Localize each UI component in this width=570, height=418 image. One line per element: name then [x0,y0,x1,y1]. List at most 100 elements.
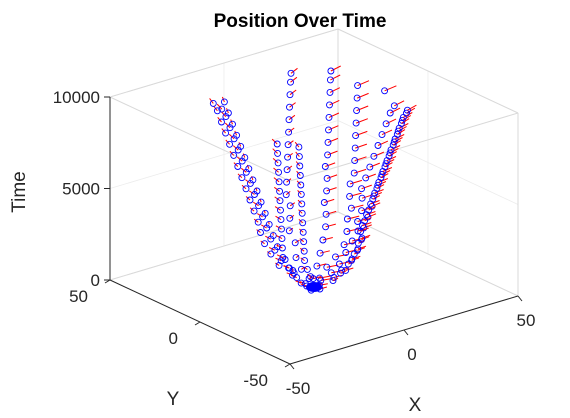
data-point [397,119,405,127]
data-point-group [324,137,339,146]
data-point-group [295,161,304,170]
quiver-arrow [366,211,376,216]
quiver-arrow [356,105,369,112]
quiver-arrow [335,254,348,258]
data-point-group [257,198,265,206]
data-point [295,153,303,161]
data-point-group [325,112,340,121]
grid-line-z-right [337,120,519,205]
data-point-group [332,253,348,261]
data-point-group [353,105,369,115]
data-point-group [319,236,333,244]
data-point [393,130,401,138]
data-point [323,187,331,195]
data-point-group [361,217,372,225]
y-tick-mark [194,321,201,326]
data-point [324,151,332,159]
data-point-group [326,99,340,109]
data-point-group [321,162,336,170]
data-point [209,99,217,107]
data-point [323,174,331,182]
quiver-arrow [325,162,336,167]
data-point-group [370,151,385,160]
data-point [377,174,385,181]
data-point [292,254,300,262]
data-point-group [283,165,293,174]
data-point [255,202,263,210]
data-point-group [303,265,311,273]
quiver-arrow [327,150,338,156]
data-point-group [275,215,285,224]
data-point [220,98,228,106]
data-point [253,187,261,195]
data-point [295,143,303,151]
data-point [323,263,331,271]
data-point-group [274,196,284,205]
x-tick-label: -50 [286,379,311,398]
quiver-arrow [356,92,369,99]
data-point [329,277,337,285]
data-point-group [282,191,291,199]
data-point-group [382,118,397,128]
quiver-arrow [329,99,340,106]
data-point [342,266,350,274]
data-point-group [346,179,363,188]
data-point [326,101,333,109]
data-point-group [362,173,376,182]
data-point [324,138,332,146]
quiver-arrow [297,199,303,205]
data-point [300,247,308,255]
data-point-group [389,140,402,149]
data-point-group [237,173,246,182]
data-point-group [292,254,300,262]
data-point-group [323,187,337,195]
data-point [238,174,246,182]
data-point [313,262,321,270]
data-point-group [286,214,295,222]
quiver-arrow [330,65,341,72]
data-point [354,82,362,90]
quiver-arrow [298,209,303,214]
data-point [277,216,285,224]
data-point-group [351,143,368,152]
data-point [326,76,334,84]
data-point-group [225,139,234,148]
quiver-arrow [267,251,272,255]
data-point-group [385,151,397,160]
data-point [381,163,389,171]
data-point [303,265,311,273]
quiver-arrow [299,228,304,233]
data-point [381,87,389,95]
data-point [259,213,267,221]
quiver-arrow [330,74,341,81]
data-point-group [366,162,380,171]
quiver-arrow [319,275,331,279]
data-point [285,116,293,124]
quiver-arrow [290,76,298,83]
data-point-group [329,277,339,285]
data-point-group [373,184,385,192]
data-point-group [237,142,245,150]
data-point [297,181,305,189]
box-edge [109,96,291,182]
data-point [382,120,390,128]
quiver-arrow [333,274,343,278]
quiver-arrow [275,262,280,266]
quiver-arrow [271,138,278,145]
quiver-arrow [401,118,410,124]
y-tick-label: 50 [69,287,88,306]
data-point-group [350,168,367,177]
data-point [230,135,238,143]
data-point [390,102,398,110]
data-point [370,152,378,160]
data-point [218,118,225,126]
quiver-arrow [369,162,380,168]
data-point [238,157,246,165]
quiver-arrow [242,153,246,158]
data-point-group [287,76,298,86]
quiver-arrow [303,266,308,270]
quiver-arrow [249,207,255,212]
data-point [335,260,343,268]
data-point-group [374,140,389,149]
data-point-group [348,237,364,245]
